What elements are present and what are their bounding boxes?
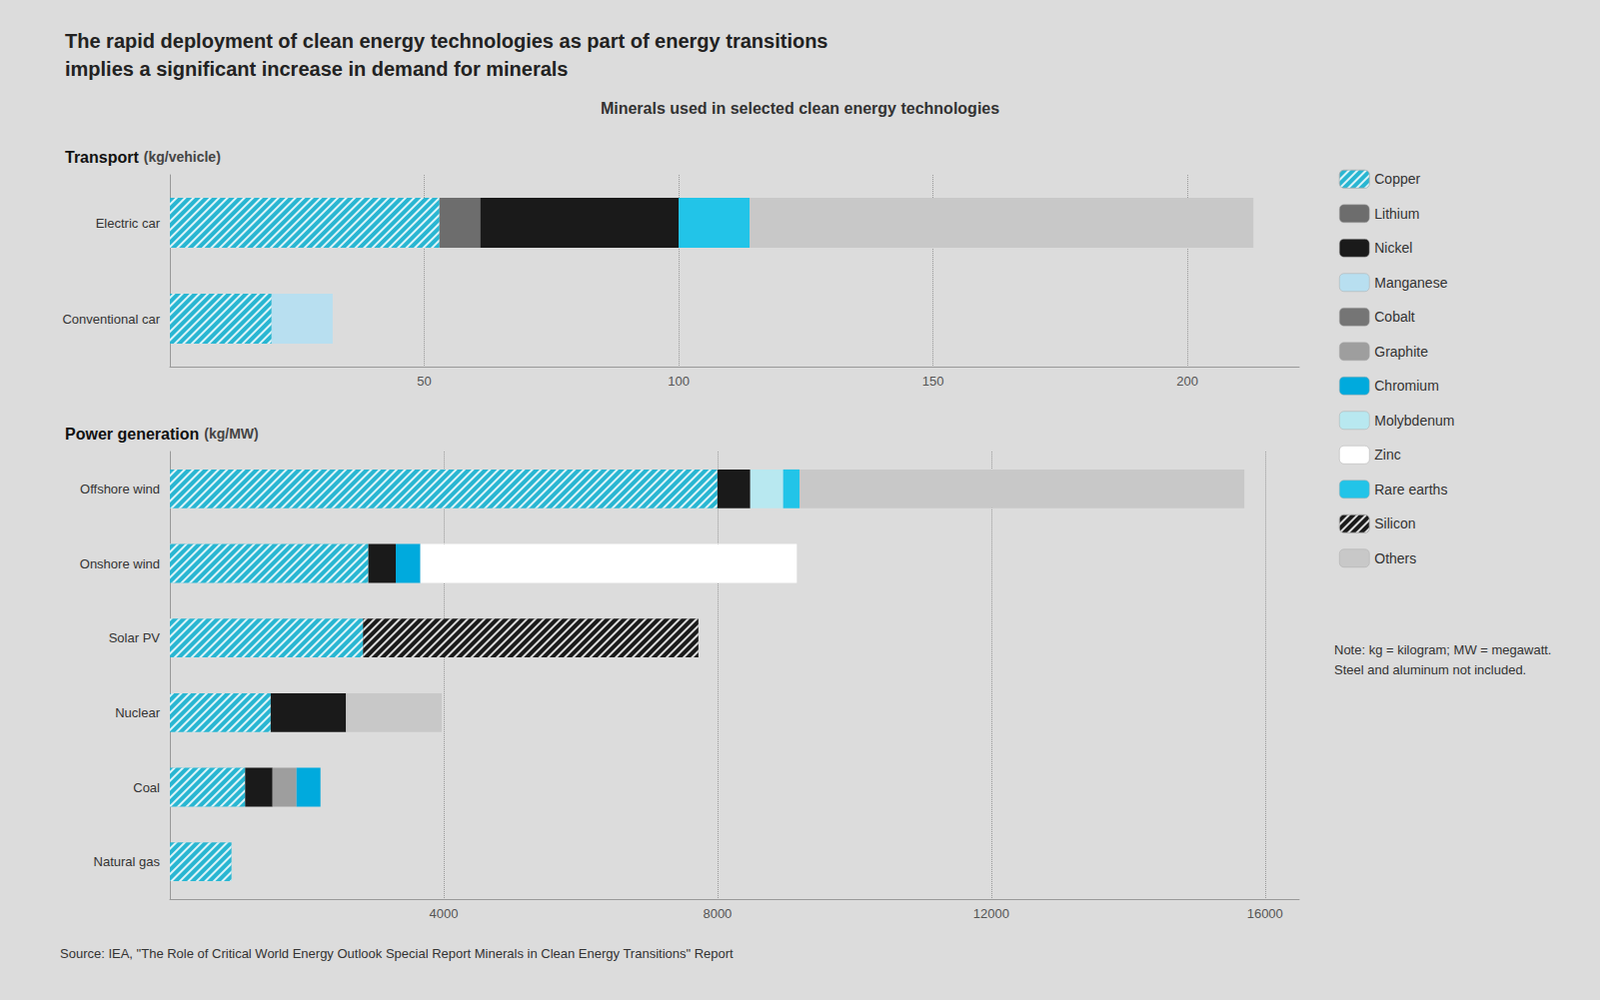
svg-text:Solar PV: Solar PV bbox=[108, 630, 161, 646]
svg-text:4000: 4000 bbox=[428, 906, 458, 922]
svg-text:Minerals used in selected clea: Minerals used in selected clean energy t… bbox=[600, 99, 1000, 117]
svg-text:8000: 8000 bbox=[702, 906, 732, 922]
svg-text:Nickel: Nickel bbox=[1374, 239, 1413, 256]
svg-text:Others: Others bbox=[1374, 550, 1417, 567]
svg-text:Source: IEA, "The Role of Crit: Source: IEA, "The Role of Critical World… bbox=[59, 946, 734, 962]
svg-text:Note: kg = kilogram; MW = mega: Note: kg = kilogram; MW = megawatt. bbox=[1334, 642, 1556, 658]
svg-text:The rapid deployment of clean: The rapid deployment of clean energy tec… bbox=[64, 29, 829, 52]
svg-text:12000: 12000 bbox=[973, 906, 1010, 922]
svg-text:Manganese: Manganese bbox=[1374, 274, 1448, 291]
svg-text:Power generation: Power generation bbox=[64, 425, 199, 443]
svg-text:Nuclear: Nuclear bbox=[114, 705, 160, 721]
svg-text:Electric car: Electric car bbox=[95, 215, 161, 231]
svg-text:Coal: Coal bbox=[132, 780, 160, 796]
svg-text:Steel and aluminum not include: Steel and aluminum not included. bbox=[1334, 662, 1527, 678]
svg-text:(kg/vehicle): (kg/vehicle) bbox=[143, 148, 221, 165]
svg-text:Transport: Transport bbox=[64, 148, 139, 166]
svg-text:Zinc: Zinc bbox=[1374, 446, 1401, 463]
svg-text:(kg/MW): (kg/MW) bbox=[203, 425, 258, 442]
svg-text:16000: 16000 bbox=[1247, 906, 1284, 922]
svg-text:Copper: Copper bbox=[1374, 170, 1421, 187]
svg-text:Rare earths: Rare earths bbox=[1374, 481, 1448, 498]
svg-text:Cobalt: Cobalt bbox=[1374, 308, 1416, 325]
svg-text:Graphite: Graphite bbox=[1374, 343, 1429, 360]
svg-text:Silicon: Silicon bbox=[1374, 515, 1416, 532]
svg-text:200: 200 bbox=[1176, 373, 1199, 389]
svg-text:Offshore wind: Offshore wind bbox=[79, 481, 160, 497]
svg-text:100: 100 bbox=[667, 373, 690, 389]
svg-text:50: 50 bbox=[416, 373, 431, 389]
svg-text:150: 150 bbox=[922, 373, 945, 389]
svg-text:Natural gas: Natural gas bbox=[93, 854, 161, 870]
svg-text:Conventional car: Conventional car bbox=[61, 311, 160, 327]
svg-text:Lithium: Lithium bbox=[1374, 205, 1420, 222]
svg-text:implies a significant increase: implies a significant increase in demand… bbox=[64, 57, 569, 80]
svg-text:Onshore wind: Onshore wind bbox=[79, 556, 160, 572]
svg-text:Molybdenum: Molybdenum bbox=[1374, 412, 1455, 429]
svg-text:Chromium: Chromium bbox=[1374, 377, 1440, 394]
